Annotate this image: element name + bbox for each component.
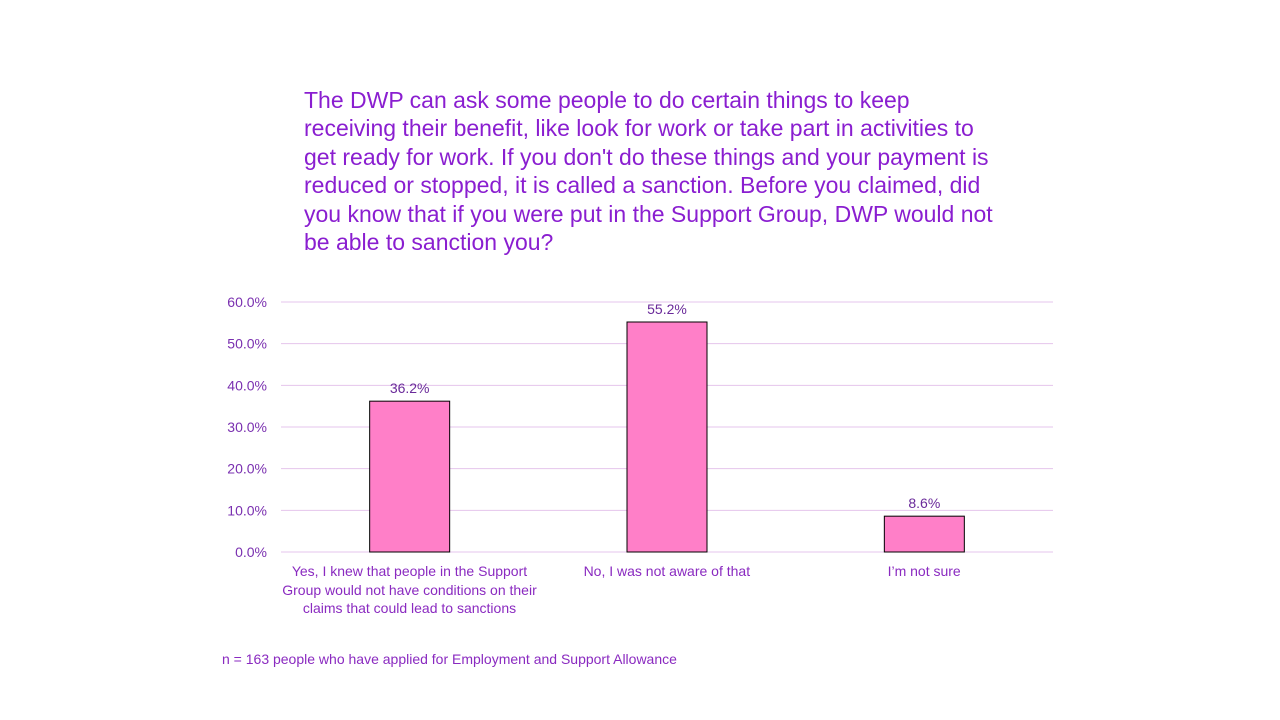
data-label: 55.2% — [647, 301, 687, 317]
category-label: No, I was not aware of that — [583, 563, 751, 579]
chart-title: The DWP can ask some people to do certai… — [304, 87, 993, 256]
bar — [626, 321, 708, 553]
category-label: Yes, I knew that people in the Support G… — [282, 563, 537, 616]
y-tick-label: 50.0% — [227, 336, 267, 352]
y-tick-label: 60.0% — [227, 294, 267, 310]
data-label: 36.2% — [390, 380, 430, 396]
y-tick-label: 10.0% — [227, 502, 267, 518]
footnote: n = 163 people who have applied for Empl… — [222, 651, 677, 667]
y-tick-label: 0.0% — [235, 544, 267, 560]
bar — [369, 400, 451, 553]
y-tick-label: 20.0% — [227, 461, 267, 477]
y-tick-label: 40.0% — [227, 377, 267, 393]
category-label: I’m not sure — [887, 563, 961, 579]
bar — [883, 515, 965, 553]
y-tick-label: 30.0% — [227, 419, 267, 435]
data-label: 8.6% — [908, 495, 940, 511]
